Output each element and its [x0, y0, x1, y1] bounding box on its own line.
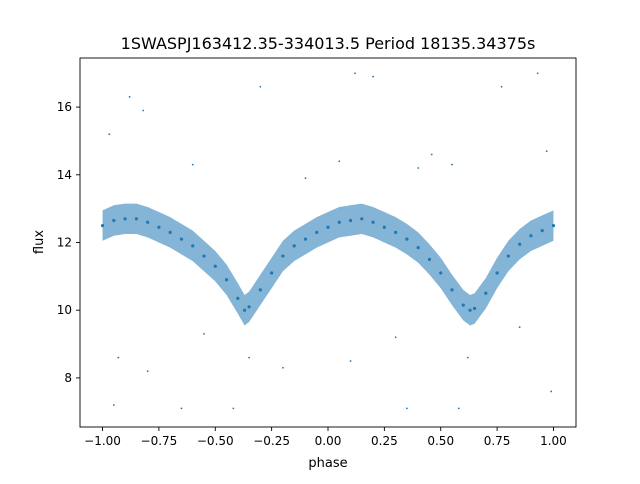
- outlier-point: [146, 370, 149, 373]
- data-point: [303, 237, 308, 241]
- outlier-point: [457, 407, 460, 410]
- outlier-point: [545, 150, 548, 152]
- data-point: [416, 245, 420, 250]
- data-point: [450, 288, 454, 292]
- data-point: [518, 242, 522, 246]
- data-point: [472, 306, 477, 311]
- outlier-point: [112, 404, 115, 406]
- outlier-point: [354, 72, 356, 75]
- data-point: [405, 237, 409, 241]
- data-point: [337, 220, 341, 224]
- x-axis-label: phase: [308, 456, 347, 471]
- outlier-point: [191, 163, 194, 166]
- data-point: [551, 223, 556, 228]
- outlier-point: [232, 407, 235, 410]
- data-point: [112, 218, 116, 223]
- x-tick-label: −1.00: [84, 434, 121, 448]
- x-tick-label: −0.50: [197, 434, 234, 448]
- y-tick-label: 14: [57, 168, 72, 182]
- outlier-point: [203, 333, 205, 335]
- data-point: [348, 218, 353, 223]
- outlier-point: [117, 356, 120, 359]
- outlier-point: [518, 326, 521, 329]
- data-point: [123, 217, 127, 221]
- data-point: [157, 225, 161, 229]
- data-point: [258, 288, 262, 292]
- outlier-point: [338, 160, 341, 163]
- outlier-point: [466, 356, 469, 359]
- outlier-point: [108, 133, 111, 136]
- data-point: [292, 244, 296, 248]
- data-point: [529, 234, 533, 238]
- data-point: [247, 305, 251, 309]
- outlier-point: [248, 356, 250, 359]
- data-point: [360, 217, 364, 221]
- y-axis-label: flux: [32, 230, 47, 254]
- data-point: [202, 254, 206, 258]
- data-point: [540, 229, 544, 233]
- outlier-point: [180, 407, 183, 410]
- outlier-point: [349, 360, 352, 362]
- data-point: [382, 225, 386, 229]
- x-tick-label: 0.25: [371, 434, 398, 448]
- outlier-point: [304, 177, 307, 180]
- data-point: [270, 271, 274, 275]
- data-point: [213, 264, 217, 268]
- y-tick-label: 12: [57, 236, 72, 250]
- x-tick-label: −0.25: [253, 434, 290, 448]
- outlier-point: [259, 85, 262, 88]
- data-point: [495, 271, 499, 275]
- outlier-point: [451, 163, 453, 166]
- outlier-point: [500, 85, 503, 88]
- x-tick-label: −0.75: [141, 434, 178, 448]
- outlier-point: [128, 96, 131, 98]
- data-point: [191, 244, 195, 248]
- data-point: [315, 230, 319, 234]
- outlier-point: [142, 109, 145, 112]
- data-point: [506, 254, 510, 258]
- data-point: [468, 308, 472, 312]
- data-point: [242, 308, 247, 312]
- data-point: [224, 278, 229, 282]
- outlier-point: [536, 72, 539, 75]
- data-point: [484, 291, 488, 295]
- outlier-point: [372, 75, 374, 78]
- outlier-point: [417, 167, 420, 169]
- outlier-point: [406, 407, 408, 410]
- data-point: [134, 217, 138, 221]
- data-point: [100, 223, 105, 228]
- outlier-point: [282, 366, 284, 369]
- outlier-point: [394, 336, 397, 339]
- data-point: [371, 220, 375, 224]
- data-point: [236, 296, 240, 300]
- y-tick-label: 10: [57, 303, 72, 317]
- outlier-point: [430, 153, 433, 156]
- chart-title: 1SWASPJ163412.35-334013.5 Period 18135.3…: [121, 34, 536, 53]
- y-tick-label: 16: [57, 100, 72, 114]
- data-point: [168, 230, 172, 234]
- x-tick-label: 0.75: [484, 434, 511, 448]
- data-point: [427, 257, 432, 262]
- x-tick-label: 1.00: [540, 434, 567, 448]
- data-point: [146, 220, 150, 224]
- data-point: [439, 271, 443, 275]
- x-tick-label: 0.50: [427, 434, 454, 448]
- x-tick-label: 0.00: [315, 434, 342, 448]
- data-point: [461, 303, 465, 307]
- data-point: [281, 254, 285, 258]
- data-point: [179, 237, 184, 241]
- data-point: [394, 230, 398, 234]
- data-point: [326, 225, 330, 229]
- outlier-point: [550, 390, 553, 393]
- scatter-density-band: [102, 203, 554, 326]
- y-tick-label: 8: [64, 371, 72, 385]
